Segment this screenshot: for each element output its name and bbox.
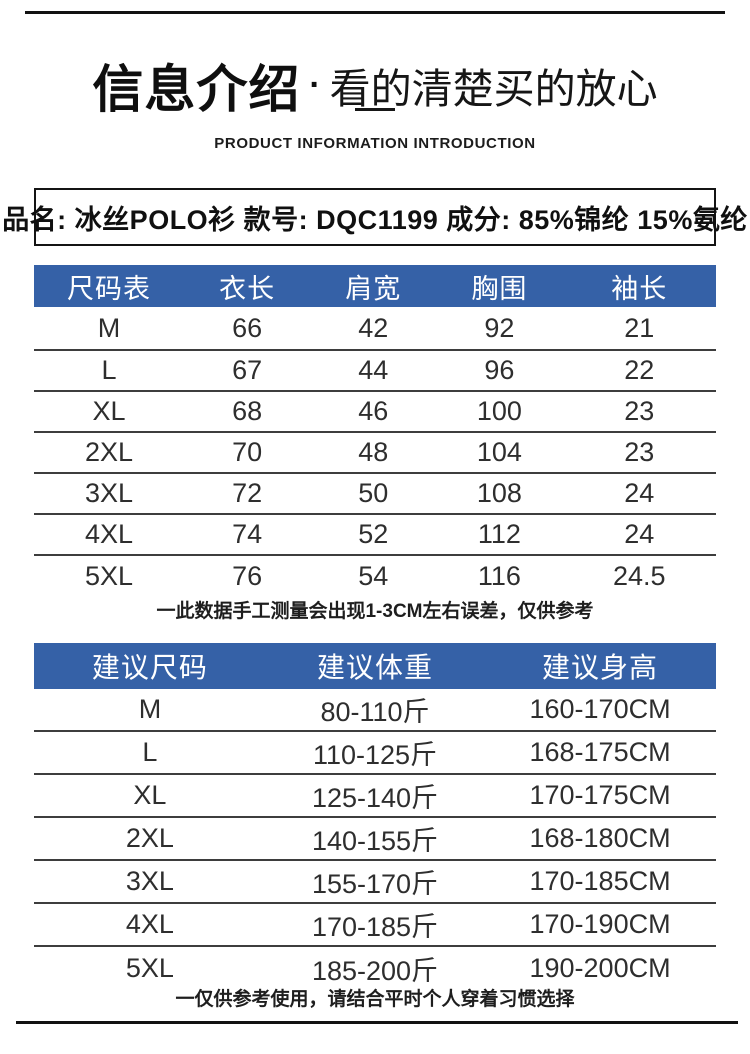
suggest-header-height: 建议身高 [542, 652, 659, 683]
size-table-header-sleeve: 袖长 [611, 273, 668, 304]
product-summary-text: 品名: 冰丝POLO衫 款号: DQC1199 成分: 85%锦纶 15%氨纶 [2, 204, 748, 235]
cell-weight: 110-125斤 [312, 740, 438, 770]
top-divider [25, 11, 725, 14]
cell-height: 170-190CM [529, 909, 671, 939]
table-row: 3XL 72 50 108 24 [34, 474, 716, 515]
cell-sleeve: 22 [624, 355, 655, 385]
suggest-table-note: 一仅供参考使用，请结合平时个人穿着习惯选择 [175, 989, 575, 1010]
size-table-header-size: 尺码表 [67, 273, 152, 304]
cell-length: 66 [232, 312, 263, 343]
cell-chest: 112 [477, 519, 521, 549]
cell-shoulder: 46 [358, 396, 389, 426]
cell-size: 3XL [84, 478, 134, 508]
page-title-main: 信息介绍 [92, 61, 301, 118]
cell-height: 190-200CM [529, 953, 671, 983]
size-measurement-table: 尺码表 衣长 肩宽 胸围 袖长 M 66 42 92 21 L 67 44 96… [34, 265, 716, 597]
cell-shoulder: 48 [358, 437, 389, 467]
cell-chest: 104 [476, 437, 522, 467]
cell-chest: 96 [484, 355, 515, 385]
size-table-header-length: 衣长 [219, 273, 276, 304]
bottom-divider [16, 1021, 738, 1024]
table-row: XL 68 46 100 23 [34, 392, 716, 433]
suggest-header-weight: 建议体重 [316, 652, 433, 683]
table-row: M 80-110斤 160-170CM [34, 689, 716, 732]
table-row: 5XL 185-200斤 190-200CM [34, 947, 716, 990]
cell-size: M [97, 312, 121, 343]
cell-weight: 170-185斤 [311, 912, 439, 942]
size-table-header-shoulder: 肩宽 [345, 273, 402, 304]
product-summary-box: 品名: 冰丝POLO衫 款号: DQC1199 成分: 85%锦纶 15%氨纶 [2, 188, 747, 246]
page-title-slogan: 看的清楚买的放心 [329, 66, 658, 112]
cell-size: 3XL [125, 866, 174, 896]
title-underline-dash [355, 108, 395, 111]
cell-length: 76 [232, 561, 263, 591]
cell-weight: 140-155斤 [311, 826, 439, 856]
table-row: XL 125-140斤 170-175CM [34, 775, 716, 818]
cell-height: 168-175CM [529, 737, 671, 767]
cell-length: 72 [232, 478, 263, 508]
cell-size: M [138, 694, 162, 724]
cell-size: 2XL [125, 823, 174, 853]
cell-weight: 80-110斤 [320, 697, 430, 727]
cell-chest: 116 [477, 561, 521, 591]
cell-sleeve: 21 [624, 312, 655, 343]
table-row: L 67 44 96 22 [34, 351, 716, 392]
suggest-table-header-row: 建议尺码 建议体重 建议身高 [34, 643, 716, 689]
cell-shoulder: 42 [358, 312, 389, 343]
cell-weight: 185-200斤 [311, 956, 439, 986]
table-row: 3XL 155-170斤 170-185CM [34, 861, 716, 904]
page-title: 信息介绍 · 看的清楚买的放心 [0, 48, 750, 122]
cell-weight: 155-170斤 [311, 869, 439, 899]
cell-length: 68 [232, 396, 263, 426]
cell-size: XL [92, 396, 126, 426]
cell-size: 5XL [84, 561, 134, 591]
size-table-header-chest: 胸围 [471, 273, 528, 304]
suggested-size-table: 建议尺码 建议体重 建议身高 M 80-110斤 160-170CM L 110… [34, 643, 716, 990]
table-row: 2XL 70 48 104 23 [34, 433, 716, 474]
cell-shoulder: 52 [358, 519, 389, 549]
title-dot-separator: · [309, 65, 321, 104]
table-row: 4XL 74 52 112 24 [34, 515, 716, 556]
cell-chest: 92 [484, 312, 515, 343]
cell-sleeve: 23 [624, 437, 655, 467]
cell-length: 67 [232, 355, 263, 385]
cell-sleeve: 24 [624, 478, 655, 508]
cell-size: 4XL [125, 909, 174, 939]
cell-length: 74 [232, 519, 263, 549]
cell-size: 5XL [125, 953, 174, 983]
cell-height: 168-180CM [529, 823, 671, 853]
cell-sleeve: 23 [624, 396, 655, 426]
suggest-header-size: 建议尺码 [91, 652, 208, 683]
size-table-note: 一此数据手工测量会出现1-3CM左右误差，仅供参考 [156, 601, 594, 622]
cell-height: 170-185CM [529, 866, 671, 896]
cell-shoulder: 54 [358, 561, 389, 591]
cell-shoulder: 50 [358, 478, 389, 508]
cell-size: XL [133, 780, 167, 810]
cell-sleeve: 24.5 [612, 561, 666, 591]
table-row: 4XL 170-185斤 170-190CM [34, 904, 716, 947]
cell-chest: 100 [476, 396, 522, 426]
cell-size: L [101, 355, 117, 385]
size-table-header-row: 尺码表 衣长 肩宽 胸围 袖长 [34, 265, 716, 307]
cell-size: L [142, 737, 158, 767]
cell-sleeve: 24 [624, 519, 655, 549]
cell-height: 160-170CM [529, 694, 671, 724]
table-row: 5XL 76 54 116 24.5 [34, 556, 716, 597]
cell-weight: 125-140斤 [311, 783, 439, 813]
cell-chest: 108 [476, 478, 522, 508]
table-row: L 110-125斤 168-175CM [34, 732, 716, 775]
page-subtitle-english: PRODUCT INFORMATION INTRODUCTION [214, 135, 536, 152]
cell-length: 70 [232, 437, 263, 467]
cell-size: 4XL [84, 519, 134, 549]
cell-shoulder: 44 [358, 355, 389, 385]
table-row: M 66 42 92 21 [34, 307, 716, 351]
cell-size: 2XL [84, 437, 134, 467]
table-row: 2XL 140-155斤 168-180CM [34, 818, 716, 861]
cell-height: 170-175CM [529, 780, 671, 810]
